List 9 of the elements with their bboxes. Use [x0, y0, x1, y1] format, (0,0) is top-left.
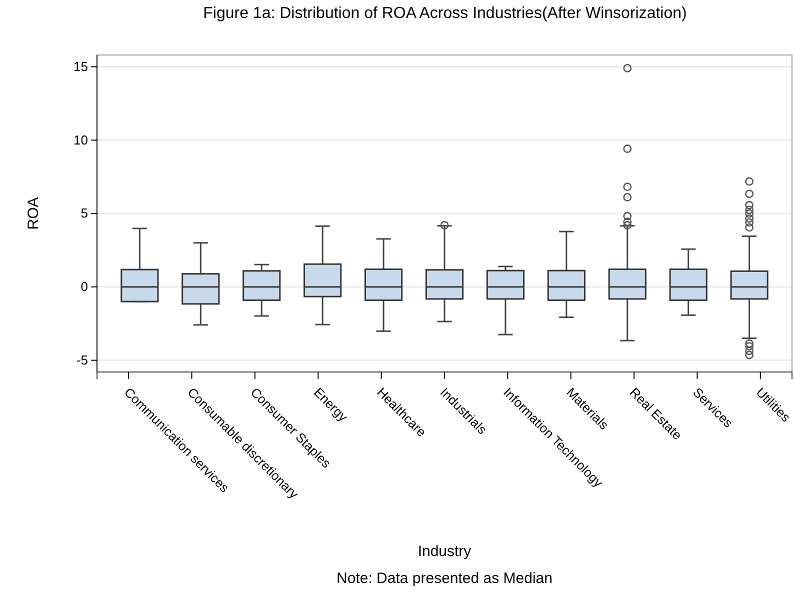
y-axis-title: ROA	[25, 197, 42, 230]
x-axis-title: Industry	[418, 543, 472, 560]
y-tick-label: 15	[74, 58, 88, 74]
y-tick-label: 0	[80, 279, 88, 294]
chart-title: Figure 1a: Distribution of ROA Across Industries(After Winsorization)	[203, 5, 687, 22]
y-tick-label: 5	[80, 206, 88, 221]
y-tick-label: 10	[74, 132, 88, 148]
y-tick-label: -5	[76, 352, 88, 368]
text: Note: Data presented as Median	[336, 570, 552, 587]
